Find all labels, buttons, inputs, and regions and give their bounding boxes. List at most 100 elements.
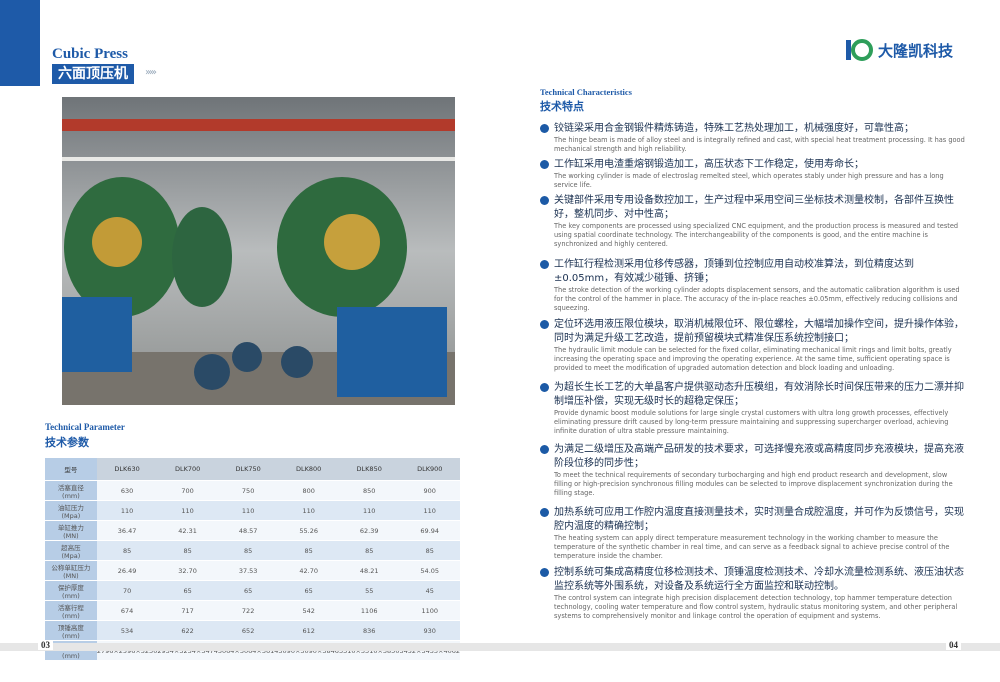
table-cell: 700 (157, 480, 218, 501)
chevrons: ››››› (145, 67, 157, 78)
table-cell: 85 (338, 540, 400, 561)
feature-en: The stroke detection of the working cyli… (554, 286, 960, 312)
table-cell: 612 (278, 620, 339, 641)
table-cell: 836 (338, 620, 400, 641)
feature-item: 工作缸采用电渣重熔钢锻造加工，高压状态下工作稳定，使用寿命长； The worki… (540, 158, 965, 190)
table-cell: 36.47 (96, 520, 158, 541)
row-label-unit: (mm) (62, 491, 80, 500)
table-cell: 62.39 (338, 520, 400, 541)
footer-bar (500, 643, 1000, 651)
table-row: 超高压 (Mpa) 85 85 85 85 85 85 (45, 540, 460, 561)
table-cell: 622 (157, 620, 218, 641)
header-cell: DLK800 (278, 458, 339, 481)
table-cell: 110 (278, 500, 339, 521)
table-cell: 800 (278, 480, 339, 501)
table-cell: 722 (217, 600, 279, 621)
feature-cn: 工作缸行程检测采用位移传感器，顶锤到位控制应用自动校准算法，到位精度达到±0.0… (540, 258, 965, 286)
feature-cn: 为超长生长工艺的大单晶客户提供驱动态升压模组，有效消除长时间保压带来的压力二漂并… (540, 381, 965, 409)
feature-en: The control system can integrate high pr… (554, 594, 958, 620)
table-cell: 69.94 (399, 520, 460, 541)
row-label: 超高压 (Mpa) (45, 540, 97, 561)
row-label: 活塞直径 (mm) (45, 480, 97, 501)
table-cell: 55 (338, 580, 400, 601)
row-label-unit: (mm) (62, 591, 80, 600)
section-cn: 技术特点 (540, 100, 584, 113)
table-cell: 32.70 (157, 560, 218, 581)
table-cell: 45 (399, 580, 460, 601)
row-label: 保护厚度 (mm) (45, 580, 97, 601)
feature-cn: 为满足二级增压及高端产品研发的技术要求，可选择慢充液或高精度同步充液模块，提高充… (540, 443, 965, 471)
table-cell: 674 (96, 600, 158, 621)
header-cell: DLK850 (338, 458, 400, 481)
feature-cn: 加热系统可应用工作腔内温度直接测量技术，实时测量合成腔温度，并可作为反馈信号，实… (540, 506, 965, 534)
table-cell: 42.70 (278, 560, 339, 581)
photo (62, 97, 455, 405)
feature-en: The hinge beam is made of alloy steel an… (554, 136, 965, 153)
table-row: 顶锤高度 (mm) 534 622 652 612 836 930 (45, 620, 460, 641)
table-cell: 85 (96, 540, 158, 561)
row-label: 油缸压力 (Mpa) (45, 500, 97, 521)
table-cell: 48.57 (217, 520, 279, 541)
feature-en: The working cylinder is made of electros… (554, 172, 944, 189)
feature-cn: 工作缸采用电渣重熔钢锻造加工，高压状态下工作稳定，使用寿命长； (540, 158, 965, 172)
table-cell: 55.26 (278, 520, 339, 541)
row-label-unit: (Mpa) (61, 511, 81, 520)
header-cell: DLK700 (157, 458, 218, 481)
corner-tab (0, 0, 40, 86)
table-cell: 26.49 (96, 560, 158, 581)
table-cell: 630 (96, 480, 158, 501)
feature-item: 关键部件采用专用设备数控加工，生产过程中采用空间三坐标技术测量校制，各部件互换性… (540, 194, 965, 249)
table-cell: 54.05 (399, 560, 460, 581)
logo-text: 大隆凯科技 (878, 42, 954, 60)
feature-item: 控制系统可集成高精度位移检测技术、顶锤温度检测技术、冷却水流量检测系统、液压油状… (540, 566, 965, 621)
feature-en: Provide dynamic boost module solutions f… (554, 409, 949, 435)
table-cell: 652 (217, 620, 279, 641)
feature-en: The key components are processed using s… (554, 222, 959, 248)
table-cell: 110 (157, 500, 218, 521)
table-cell: 1106 (338, 600, 400, 621)
table-cell: 85 (278, 540, 339, 561)
row-label-name: 单缸推力 (57, 523, 84, 532)
table-cell: 110 (338, 500, 400, 521)
header-cell: DLK630 (96, 458, 158, 481)
table-cell: 110 (399, 500, 460, 521)
row-label-name: 保护厚度 (57, 583, 84, 592)
table-cell: 65 (157, 580, 218, 601)
table-cell: 48.21 (338, 560, 400, 581)
table-cell: 110 (217, 500, 279, 521)
feature-item: 工作缸行程检测采用位移传感器，顶锤到位控制应用自动校准算法，到位精度达到±0.0… (540, 258, 965, 313)
table-row: 活塞行程 (mm) 674 717 722 542 1106 1100 (45, 600, 460, 621)
row-label-name: 顶锤高度 (57, 623, 84, 632)
header-cell: DLK900 (399, 458, 460, 481)
feature-cn: 关键部件采用专用设备数控加工，生产过程中采用空间三坐标技术测量校制，各部件互换性… (540, 194, 965, 222)
table-row: 单缸推力 (MN) 36.47 42.31 48.57 55.26 62.39 69.94 (45, 520, 460, 541)
table-row: 保护厚度 (mm) 70 65 65 65 55 45 (45, 580, 460, 601)
row-label: 活塞行程 (mm) (45, 600, 97, 621)
row-label-name: 超高压 (61, 543, 81, 552)
row-label-name: 活塞行程 (57, 603, 84, 612)
row-label-unit: (mm) (62, 651, 80, 660)
feature-en: To meet the technical requirements of se… (554, 471, 953, 497)
row-label-unit: (Mpa) (61, 551, 81, 560)
feature-cn: 控制系统可集成高精度位移检测技术、顶锤温度检测技术、冷却水流量检测系统、液压油状… (540, 566, 965, 594)
header-row: 型号 DLK630 DLK700 DLK750 DLK800 DLK850 DLK900 (45, 458, 460, 481)
table-cell: 110 (96, 500, 158, 521)
feature-cn: 定位环选用液压限位模块，取消机械限位环、限位螺栓，大幅增加操作空间，提升操作体验… (540, 318, 965, 346)
title-cn: 六面顶压机 (52, 64, 134, 84)
row-label: 顶锤高度 (mm) (45, 620, 97, 641)
table-cell: 750 (217, 480, 279, 501)
table-cell: 85 (157, 540, 218, 561)
feature-cn: 铰链梁采用合金钢锻件精炼铸造，特殊工艺热处理加工，机械强度好，可靠性高； (540, 122, 965, 136)
feature-item: 为超长生长工艺的大单晶客户提供驱动态升压模组，有效消除长时间保压带来的压力二漂并… (540, 381, 965, 436)
row-label: 单缸推力 (MN) (45, 520, 97, 541)
row-label: 公称单缸压力 (MN) (45, 560, 97, 581)
table-cell: 85 (217, 540, 279, 561)
section-en: Technical Parameter (45, 422, 125, 432)
header-cell: DLK750 (217, 458, 279, 481)
table-cell: 717 (157, 600, 218, 621)
table-cell: 65 (278, 580, 339, 601)
table-cell: 42.31 (157, 520, 218, 541)
table-cell: 534 (96, 620, 158, 641)
section-en: Technical Characteristics (540, 87, 632, 97)
table-cell: 37.53 (217, 560, 279, 581)
